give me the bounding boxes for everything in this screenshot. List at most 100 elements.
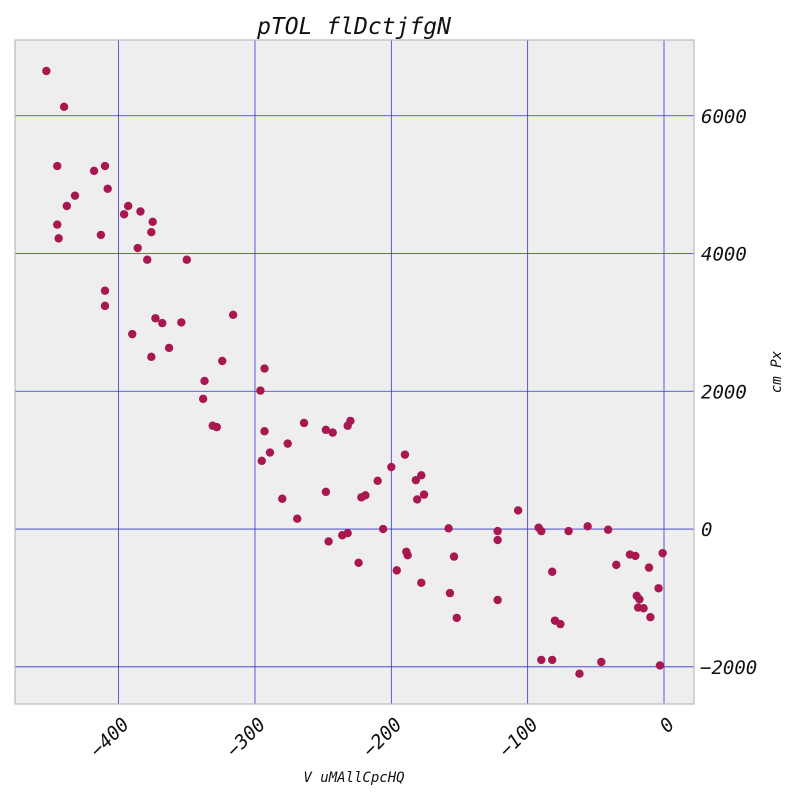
data-point bbox=[158, 318, 167, 328]
data-point bbox=[198, 394, 208, 404]
y-tick-label: 6000 bbox=[701, 106, 747, 128]
data-point bbox=[283, 439, 292, 448]
y-tick-labels: −2000 0 2000 4000 6000 bbox=[700, 106, 757, 679]
data-point bbox=[54, 234, 63, 243]
data-point bbox=[293, 514, 302, 523]
data-point bbox=[635, 595, 644, 604]
data-point bbox=[103, 184, 112, 193]
data-point bbox=[182, 255, 191, 264]
data-point bbox=[89, 166, 99, 176]
data-point bbox=[493, 526, 502, 536]
data-point bbox=[96, 230, 106, 240]
data-point bbox=[321, 425, 331, 435]
data-point bbox=[575, 669, 584, 678]
data-point bbox=[548, 567, 557, 576]
data-point bbox=[321, 487, 331, 497]
data-point bbox=[151, 314, 160, 323]
data-point bbox=[400, 450, 410, 459]
x-tick-label: −200 bbox=[359, 714, 407, 762]
data-point bbox=[631, 551, 640, 561]
data-point bbox=[654, 584, 663, 593]
data-point bbox=[260, 364, 269, 373]
plot-background bbox=[15, 40, 694, 704]
data-point bbox=[123, 201, 133, 211]
data-point bbox=[612, 560, 621, 570]
data-point bbox=[403, 551, 412, 560]
data-point bbox=[53, 161, 62, 171]
x-axis-label: V uMAllCpcHQ bbox=[303, 770, 404, 786]
data-point bbox=[260, 427, 269, 436]
data-point bbox=[548, 655, 557, 665]
data-point bbox=[70, 191, 80, 200]
data-point bbox=[278, 494, 287, 503]
data-point bbox=[655, 661, 665, 670]
y-tick-label: 4000 bbox=[701, 244, 747, 266]
data-point bbox=[257, 456, 266, 466]
data-point bbox=[147, 352, 156, 362]
data-point bbox=[136, 207, 145, 216]
data-point bbox=[100, 161, 110, 171]
data-point bbox=[128, 329, 137, 339]
y-tick-label: −2000 bbox=[700, 657, 757, 679]
data-point bbox=[378, 524, 388, 534]
data-point bbox=[387, 462, 396, 472]
data-point bbox=[147, 227, 156, 237]
data-point bbox=[119, 210, 129, 219]
data-point bbox=[143, 255, 152, 264]
data-point bbox=[256, 386, 265, 395]
data-point bbox=[493, 535, 502, 545]
data-point bbox=[328, 428, 337, 437]
data-point bbox=[100, 286, 110, 295]
data-point bbox=[357, 493, 366, 502]
data-point bbox=[53, 220, 62, 229]
data-point bbox=[646, 613, 655, 622]
data-point bbox=[354, 558, 363, 567]
data-point bbox=[228, 310, 238, 320]
data-point bbox=[212, 422, 221, 432]
data-point bbox=[324, 537, 333, 546]
data-points bbox=[42, 66, 667, 678]
x-tick-label: −300 bbox=[222, 714, 270, 762]
x-tick-labels: −400 −300 −200 −100 0 bbox=[86, 714, 679, 762]
data-point bbox=[644, 563, 654, 572]
data-point bbox=[413, 495, 422, 504]
data-point bbox=[392, 566, 401, 575]
data-point bbox=[177, 318, 186, 327]
chart-title: pTOL flDctjfgN bbox=[256, 14, 451, 40]
data-point bbox=[419, 490, 429, 499]
data-point bbox=[603, 525, 613, 534]
data-point bbox=[218, 356, 227, 366]
data-point bbox=[493, 595, 502, 605]
data-point bbox=[597, 657, 606, 667]
data-point bbox=[452, 613, 461, 623]
data-point bbox=[537, 526, 546, 536]
data-point bbox=[411, 475, 421, 485]
data-point bbox=[639, 604, 648, 613]
data-point bbox=[148, 217, 157, 227]
data-point bbox=[62, 201, 72, 211]
data-point bbox=[200, 376, 209, 386]
x-tick-label: −100 bbox=[495, 714, 543, 762]
data-point bbox=[59, 102, 69, 112]
data-point bbox=[537, 655, 546, 665]
data-point bbox=[417, 471, 426, 480]
data-point bbox=[564, 526, 573, 536]
data-point bbox=[417, 578, 426, 587]
data-point bbox=[343, 421, 352, 430]
y-axis-label: cm Px bbox=[769, 350, 785, 393]
data-point bbox=[658, 548, 667, 558]
grid-lines bbox=[15, 40, 694, 704]
data-point bbox=[299, 418, 309, 428]
data-point bbox=[265, 448, 275, 457]
x-tick-label: 0 bbox=[655, 714, 679, 738]
y-tick-label: 0 bbox=[701, 519, 712, 541]
data-point bbox=[449, 552, 459, 561]
data-point bbox=[42, 66, 51, 76]
data-point bbox=[583, 522, 592, 531]
data-point bbox=[556, 619, 565, 629]
plot-frame bbox=[14, 39, 695, 705]
data-point bbox=[338, 531, 347, 540]
data-point bbox=[133, 243, 142, 253]
